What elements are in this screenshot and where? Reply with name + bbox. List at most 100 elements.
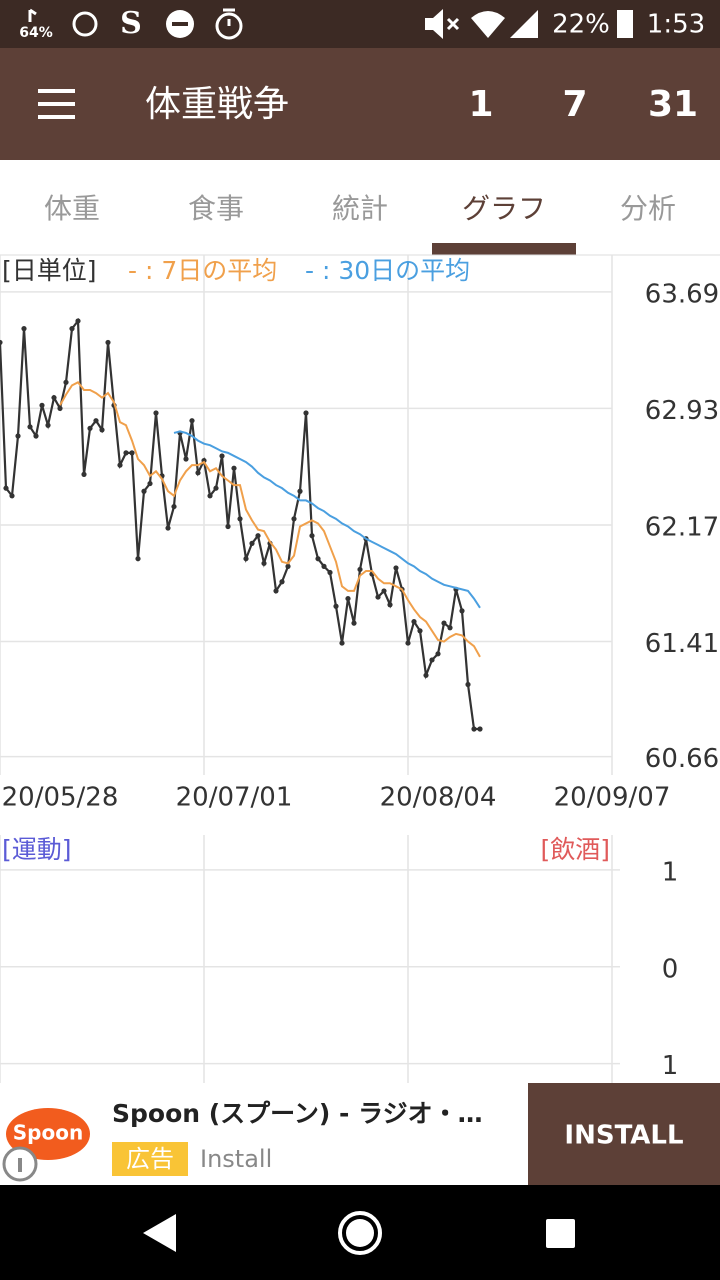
data-point bbox=[339, 640, 345, 646]
data-point bbox=[273, 588, 279, 594]
data-point bbox=[153, 410, 159, 416]
data-point bbox=[99, 427, 105, 433]
y-tick-label: 63.69 bbox=[645, 279, 719, 309]
data-point bbox=[285, 563, 291, 569]
recents-button[interactable] bbox=[546, 1219, 575, 1248]
data-point bbox=[291, 516, 297, 522]
data-point bbox=[165, 525, 171, 531]
icon bbox=[215, 12, 243, 40]
data-point bbox=[75, 318, 81, 324]
data-point bbox=[459, 608, 465, 614]
ad-logo[interactable] bbox=[6, 1108, 90, 1160]
tab[interactable]: 統計 bbox=[332, 192, 388, 225]
data-point bbox=[465, 681, 471, 688]
install-label: INSTALL bbox=[564, 1121, 683, 1151]
data-point bbox=[255, 533, 261, 539]
icon bbox=[425, 9, 443, 39]
menu-line bbox=[38, 89, 75, 93]
tab[interactable]: 食事 bbox=[188, 192, 244, 225]
data-point bbox=[207, 493, 213, 499]
battery-level: 22% bbox=[552, 10, 610, 40]
data-point bbox=[279, 579, 285, 585]
data-point bbox=[39, 402, 45, 408]
data-point bbox=[27, 424, 33, 430]
series-line bbox=[59, 381, 481, 658]
ad-app-name: Spoon (スプーン) - ラジオ・… bbox=[112, 1099, 483, 1128]
data-point bbox=[249, 540, 255, 546]
data-point bbox=[471, 726, 477, 732]
data-point bbox=[123, 450, 129, 456]
back-button[interactable] bbox=[143, 1214, 176, 1252]
data-point bbox=[135, 556, 141, 562]
x-tick-label: 20/07/01 bbox=[176, 783, 293, 813]
data-point bbox=[447, 625, 453, 631]
tab[interactable]: グラフ bbox=[462, 192, 546, 225]
data-point bbox=[393, 565, 399, 571]
app-bar bbox=[0, 48, 720, 160]
data-point bbox=[9, 493, 15, 499]
data-point bbox=[225, 523, 231, 530]
icon bbox=[28, 8, 37, 22]
install-button[interactable] bbox=[528, 1083, 720, 1185]
tab[interactable]: 分析 bbox=[620, 192, 676, 225]
x-tick-label: 20/05/28 bbox=[2, 783, 119, 813]
tab-indicator bbox=[432, 243, 576, 255]
icon bbox=[223, 8, 235, 26]
menu-line bbox=[38, 115, 75, 119]
data-point bbox=[327, 569, 333, 576]
data-point bbox=[3, 485, 9, 491]
data-point bbox=[195, 470, 201, 476]
data-point bbox=[375, 594, 381, 600]
icon bbox=[172, 22, 188, 26]
menu-line bbox=[38, 102, 75, 106]
activity-chart: 1 0 1 [運動] [飲酒] bbox=[0, 835, 678, 1083]
tab-bar bbox=[0, 160, 720, 255]
y-tick-label: 61.41 bbox=[645, 629, 719, 659]
data-point bbox=[45, 422, 51, 428]
counter[interactable]: 1 bbox=[468, 84, 493, 125]
data-point bbox=[381, 588, 387, 594]
ad-logo-text: Spoon bbox=[13, 1121, 83, 1145]
clock: 1:53 bbox=[647, 10, 705, 40]
data-point bbox=[117, 462, 123, 468]
y-tick-label: 0 bbox=[662, 954, 679, 984]
chart-label: [飲酒] bbox=[540, 835, 610, 864]
tab[interactable]: 体重 bbox=[44, 192, 100, 225]
data-point bbox=[321, 563, 327, 569]
data-point bbox=[57, 405, 63, 411]
home-dot bbox=[346, 1219, 374, 1247]
data-point bbox=[15, 433, 21, 439]
data-point bbox=[213, 485, 219, 491]
data-point bbox=[33, 433, 39, 439]
data-point bbox=[441, 620, 447, 626]
data-point bbox=[51, 395, 57, 401]
y-tick-label: 60.66 bbox=[645, 744, 719, 774]
menu-button[interactable] bbox=[38, 89, 75, 119]
home-button[interactable] bbox=[338, 1211, 382, 1255]
counter[interactable]: 7 bbox=[562, 84, 587, 125]
data-point bbox=[429, 657, 435, 663]
data-point bbox=[345, 595, 351, 602]
status-bar bbox=[0, 0, 720, 48]
data-point bbox=[303, 410, 309, 416]
counter[interactable]: 31 bbox=[648, 84, 698, 125]
y-tick-label: 62.17 bbox=[645, 512, 719, 542]
data-point bbox=[477, 726, 483, 732]
data-point bbox=[171, 503, 177, 510]
legend-entry: [日単位] bbox=[2, 256, 97, 285]
data-point bbox=[357, 566, 363, 573]
y-tick-label: 1 bbox=[662, 857, 679, 887]
data-point bbox=[141, 488, 147, 494]
icon bbox=[471, 11, 505, 38]
data-point bbox=[309, 533, 315, 539]
data-point bbox=[147, 480, 153, 487]
data-point bbox=[189, 418, 195, 424]
data-point bbox=[231, 465, 237, 471]
ad-badge-bg bbox=[112, 1142, 188, 1176]
data-point bbox=[261, 560, 267, 566]
series-line bbox=[173, 430, 481, 609]
data-point bbox=[405, 640, 411, 646]
data-point bbox=[21, 326, 27, 332]
